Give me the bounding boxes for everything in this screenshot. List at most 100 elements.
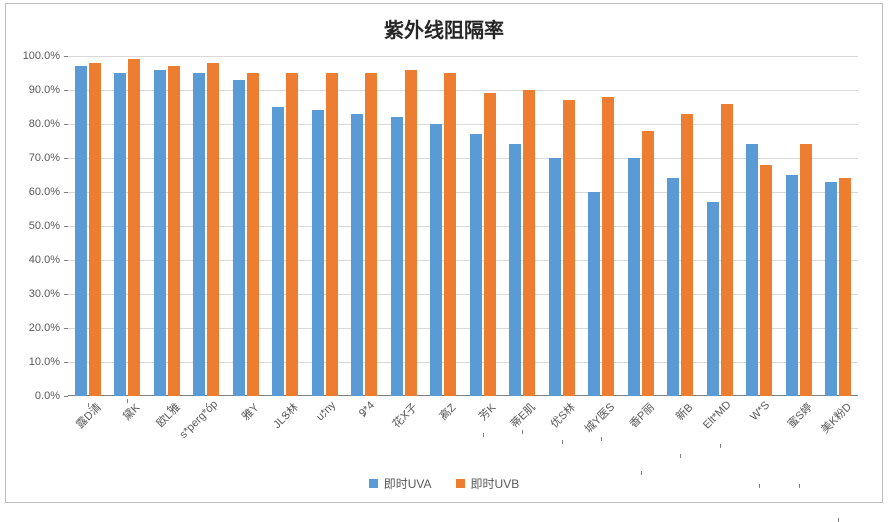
category-group: 优S林 (542, 100, 582, 396)
x-tick-label: s*perg*op (175, 395, 220, 440)
legend: 即时UVA 即时UVB (6, 475, 882, 492)
category-group: 雅Y (226, 73, 266, 396)
category-group: s*perg*op (187, 63, 227, 396)
bar-uva (825, 182, 837, 396)
y-tick-label: 70.0% (29, 152, 68, 164)
legend-label: 即时UVB (471, 475, 520, 492)
x-tick-mark (680, 454, 681, 458)
y-tick-label: 20.0% (29, 322, 68, 334)
category-group: 欧L雅 (147, 66, 187, 396)
x-tick-label: 蜜S婷 (780, 396, 815, 431)
y-tick-label: 30.0% (29, 288, 68, 300)
y-tick-label: 100.0% (23, 50, 68, 62)
bar-uvb (207, 63, 219, 396)
x-tick-label: 城Y医S (578, 396, 618, 436)
plot-area: 0.0%10.0%20.0%30.0%40.0%50.0%60.0%70.0%8… (68, 56, 858, 396)
bar-uvb (484, 93, 496, 396)
category-group: 芳K (463, 93, 503, 396)
x-tick-mark (522, 430, 523, 434)
bar-uvb (365, 73, 377, 396)
x-tick-label: Elt*MD (698, 396, 734, 432)
x-tick-label: 露D清 (69, 396, 104, 431)
x-tick-mark (838, 518, 839, 522)
category-group: 蜜S婷 (779, 144, 819, 396)
category-group: 高Z (424, 73, 464, 396)
bar-uvb (326, 73, 338, 396)
bar-uva (154, 70, 166, 396)
bar-uva (233, 80, 245, 396)
bar-uvb (760, 165, 772, 396)
bar-uvb (89, 63, 101, 396)
legend-item: 即时UVB (456, 475, 520, 492)
chart-title: 紫外线阻隔率 (6, 4, 882, 49)
category-group: u*ny (305, 73, 345, 396)
category-group: 花X子 (384, 70, 424, 396)
bar-uva (549, 158, 561, 396)
x-tick-label: W*S (746, 396, 773, 423)
x-tick-label: 黛K (116, 397, 143, 424)
x-tick-label: 雅Y (235, 397, 262, 424)
x-tick-mark (562, 440, 563, 444)
x-tick-label: JLS林 (267, 396, 302, 431)
y-tick-label: 90.0% (29, 84, 68, 96)
y-tick-label: 10.0% (29, 356, 68, 368)
category-group: W*S (740, 144, 780, 396)
legend-item: 即时UVA (369, 475, 432, 492)
bar-uva (509, 144, 521, 396)
x-tick-mark (601, 437, 602, 441)
bar-uvb (286, 73, 298, 396)
x-tick-label: 高Z (433, 397, 460, 424)
bar-uvb (563, 100, 575, 396)
bar-uva (351, 114, 363, 396)
x-tick-label: u*ny (311, 396, 338, 423)
bar-uva (786, 175, 798, 396)
category-group: JLS林 (266, 73, 306, 396)
x-tick-label: 芳K (472, 397, 499, 424)
category-group: 蒂E肌 (503, 90, 543, 396)
bar-uva (667, 178, 679, 396)
legend-label: 即时UVA (384, 475, 432, 492)
bar-uvb (602, 97, 614, 396)
bar-uvb (800, 144, 812, 396)
bar-uva (193, 73, 205, 396)
x-tick-label: 9*4 (354, 397, 377, 420)
bar-uva (272, 107, 284, 396)
category-group: 香P丽 (621, 131, 661, 396)
x-tick-label: 花X子 (385, 396, 420, 431)
bar-uvb (721, 104, 733, 396)
y-tick-mark (64, 56, 68, 57)
category-group: Elt*MD (700, 104, 740, 396)
bar-uva (430, 124, 442, 396)
gridline (68, 56, 858, 57)
bar-uvb (247, 73, 259, 396)
x-tick-label: 美K粉D (815, 396, 856, 437)
category-group: 美K粉D (819, 178, 859, 396)
x-tick-mark (720, 444, 721, 448)
category-group: 9*4 (345, 73, 385, 396)
bar-uvb (128, 59, 140, 396)
x-tick-label: 香P丽 (622, 396, 657, 431)
x-tick-mark (483, 433, 484, 437)
y-tick-label: 80.0% (29, 118, 68, 130)
category-group: 新B (661, 114, 701, 396)
category-group: 城Y医S (582, 97, 622, 396)
bar-uva (75, 66, 87, 396)
bar-uvb (523, 90, 535, 396)
y-tick-label: 50.0% (29, 220, 68, 232)
category-group: 黛K (108, 59, 148, 396)
bar-uva (391, 117, 403, 396)
x-tick-label: 新B (669, 397, 696, 424)
legend-swatch (369, 479, 378, 488)
x-tick-label: 蒂E肌 (504, 396, 539, 431)
bar-uva (470, 134, 482, 396)
bar-uvb (681, 114, 693, 396)
bar-uvb (642, 131, 654, 396)
x-tick-label: 优S林 (543, 396, 578, 431)
y-tick-mark (64, 396, 68, 397)
bar-uvb (839, 178, 851, 396)
y-tick-label: 40.0% (29, 254, 68, 266)
category-group: 露D清 (68, 63, 108, 396)
bar-uva (628, 158, 640, 396)
bar-uva (114, 73, 126, 396)
bar-uvb (405, 70, 417, 396)
